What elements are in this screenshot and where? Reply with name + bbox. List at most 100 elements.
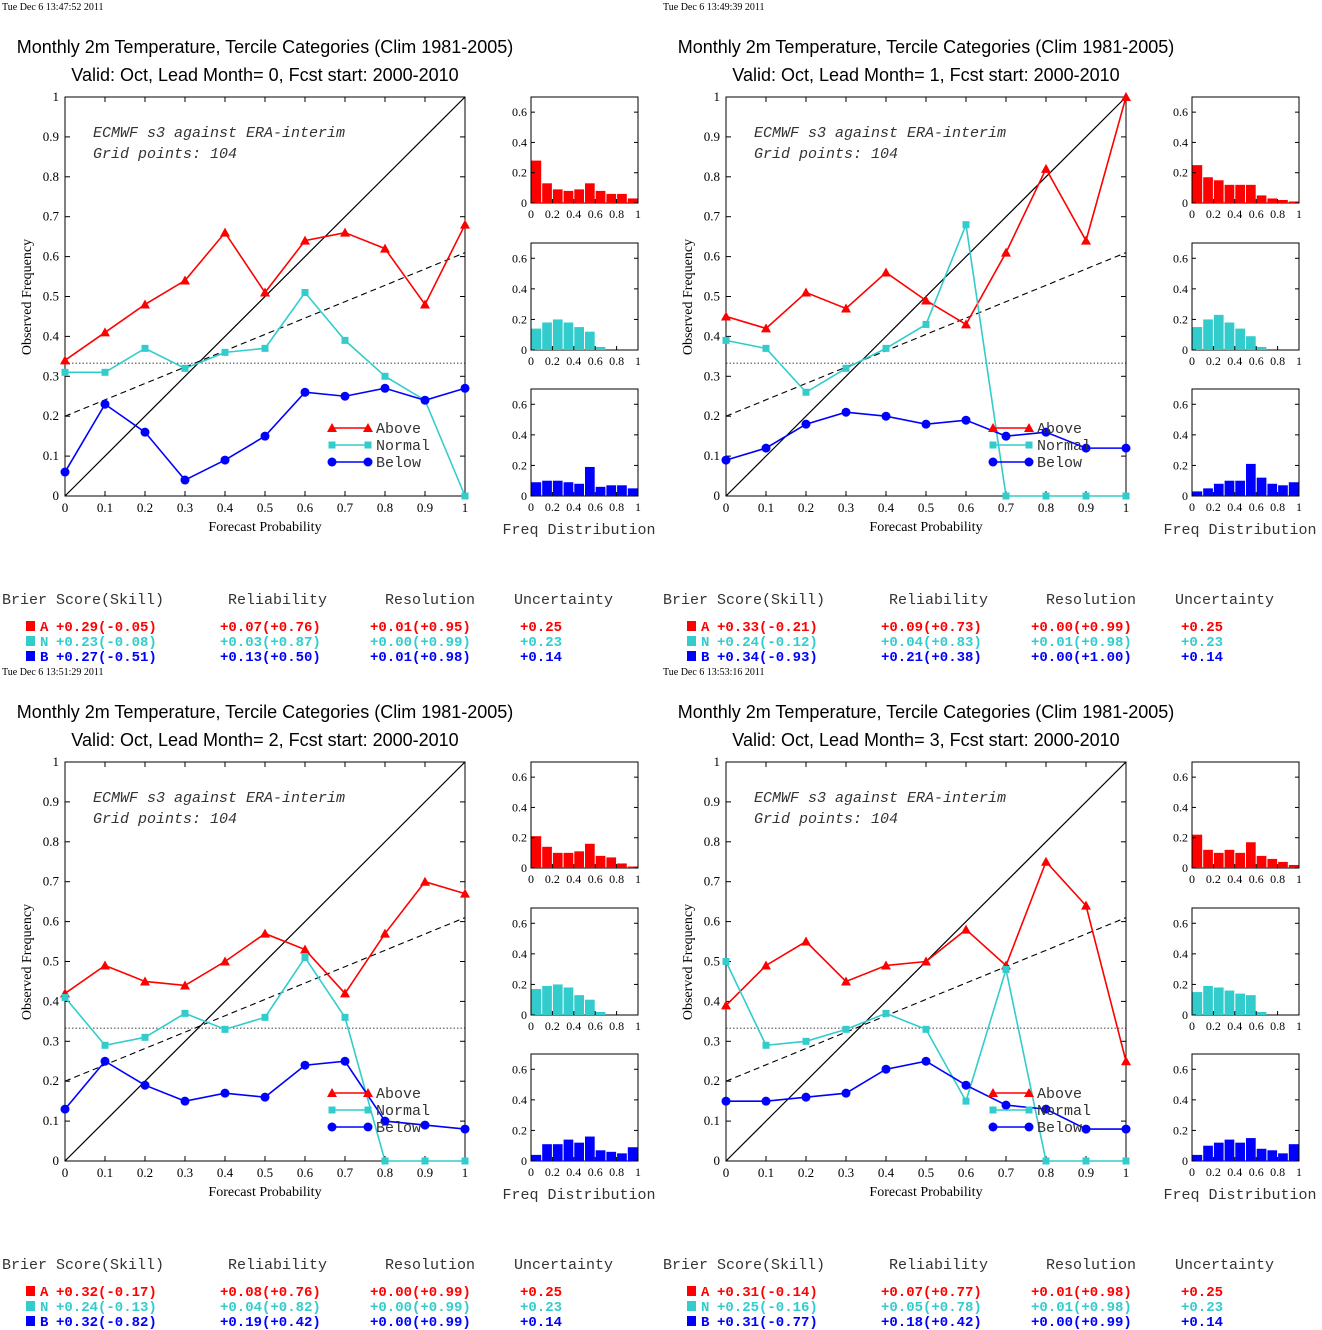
histogram-bar bbox=[627, 1147, 638, 1161]
histogram-bar bbox=[595, 855, 606, 868]
histogram-bar bbox=[1288, 864, 1299, 868]
score-color-swatch bbox=[26, 1301, 35, 1311]
hist-y-tick-label: 0.4 bbox=[1173, 135, 1188, 149]
data-point-below bbox=[1041, 427, 1051, 437]
hist-y-tick-label: 0.6 bbox=[512, 397, 527, 411]
score-reliability: +0.18(+0.42) bbox=[881, 1315, 982, 1330]
histogram-frame bbox=[1191, 907, 1300, 1016]
histogram-bar bbox=[1192, 491, 1203, 496]
x-tick-label: 1 bbox=[462, 1165, 469, 1180]
legend-marker bbox=[327, 457, 337, 467]
hist-x-tick-label: 0 bbox=[528, 872, 534, 886]
data-point-normal bbox=[882, 1009, 890, 1017]
score-uncertainty: +0.23 bbox=[520, 1300, 562, 1316]
histogram-bar bbox=[595, 1150, 606, 1161]
x-tick-label: 0.4 bbox=[878, 1165, 895, 1180]
x-axis-label: Forecast Probability bbox=[869, 1185, 982, 1200]
data-point-below bbox=[340, 1056, 350, 1066]
x-axis-label: Forecast Probability bbox=[208, 520, 321, 535]
histogram-frame bbox=[530, 388, 639, 497]
hist-y-tick-label: 0 bbox=[1182, 489, 1188, 503]
hist-x-tick-label: 0.6 bbox=[588, 500, 603, 514]
hist-y-tick-label: 0.4 bbox=[512, 947, 527, 961]
histogram-bar bbox=[1256, 346, 1267, 350]
data-point-normal bbox=[802, 1037, 810, 1045]
score-category: B bbox=[701, 650, 710, 666]
x-tick-label: 0.3 bbox=[177, 500, 193, 515]
legend-marker bbox=[1025, 441, 1033, 449]
x-tick-label: 0.5 bbox=[918, 500, 934, 515]
hist-x-tick-label: 0.2 bbox=[1206, 872, 1221, 886]
histogram-above: 0 0.2 0.4 0.6 0 0.2 0.4 0.6 0.8 1 bbox=[1173, 96, 1302, 221]
histogram-below: 0 0.2 0.4 0.6 0 0.2 0.4 0.6 0.8 1 bbox=[512, 1053, 641, 1179]
hist-y-tick-label: 0 bbox=[1182, 861, 1188, 875]
histogram-bar bbox=[1235, 328, 1245, 350]
y-tick-label: 0.3 bbox=[704, 1033, 720, 1048]
data-point-below bbox=[801, 1092, 811, 1102]
histogram-above: 0 0.2 0.4 0.6 0 0.2 0.4 0.6 0.8 1 bbox=[512, 761, 641, 886]
hist-y-tick-label: 0 bbox=[521, 1154, 527, 1168]
data-point-below bbox=[1121, 1124, 1131, 1134]
data-point-above bbox=[1041, 163, 1051, 173]
histogram-frame bbox=[530, 761, 639, 869]
timestamp: Tue Dec 6 13:51:29 2011 bbox=[2, 667, 103, 678]
hist-x-tick-label: 0.8 bbox=[609, 207, 624, 221]
data-point-above bbox=[220, 227, 230, 237]
x-tick-label: 0.6 bbox=[297, 1165, 314, 1180]
data-point-normal bbox=[1042, 1157, 1050, 1165]
histogram-bar bbox=[563, 852, 574, 868]
note-gridpoints: Grid points: 104 bbox=[754, 146, 898, 163]
score-uncertainty: +0.14 bbox=[1181, 1315, 1223, 1330]
histogram-bar bbox=[1203, 488, 1213, 496]
histogram-bar bbox=[1246, 842, 1256, 868]
no-skill-line bbox=[725, 252, 1127, 417]
y-tick-label: 1 bbox=[714, 754, 721, 769]
y-axis-label: Observed Frequency bbox=[20, 904, 35, 1020]
data-point-below bbox=[460, 383, 470, 393]
data-point-above bbox=[721, 1000, 731, 1010]
y-tick-label: 1 bbox=[53, 89, 60, 104]
data-point-below bbox=[260, 431, 270, 441]
histogram-bar bbox=[585, 183, 595, 203]
data-point-above bbox=[801, 936, 811, 946]
score-color-swatch bbox=[26, 1286, 35, 1296]
score-header: Reliability bbox=[889, 1257, 988, 1274]
score-brier: +0.33(-0.21) bbox=[717, 620, 818, 636]
legend-label-normal: Normal bbox=[376, 438, 430, 455]
hist-y-tick-label: 0.6 bbox=[512, 251, 527, 265]
data-point-above bbox=[100, 960, 110, 970]
hist-y-tick-label: 0.2 bbox=[512, 166, 527, 180]
y-tick-label: 0.5 bbox=[704, 289, 720, 304]
y-tick-label: 0 bbox=[714, 1153, 721, 1168]
data-point-below bbox=[761, 1096, 771, 1106]
chart-panel-1: Tue Dec 6 13:49:39 2011 Monthly 2m Temper… bbox=[663, 2, 1317, 666]
data-point-above bbox=[1121, 92, 1131, 101]
histogram-below: 0 0.2 0.4 0.6 0 0.2 0.4 0.6 0.8 1 bbox=[1173, 388, 1302, 514]
histogram-frame bbox=[1191, 242, 1300, 351]
histogram-bar bbox=[1213, 314, 1224, 350]
score-header: Resolution bbox=[385, 1257, 475, 1274]
data-point-below bbox=[881, 411, 891, 421]
histogram-bar bbox=[1224, 1139, 1235, 1161]
hist-x-tick-label: 0 bbox=[1189, 872, 1195, 886]
x-tick-label: 0.8 bbox=[1038, 1165, 1054, 1180]
data-point-normal bbox=[1002, 492, 1010, 500]
data-point-below bbox=[220, 1088, 230, 1098]
data-point-below bbox=[180, 1096, 190, 1106]
hist-x-tick-label: 0.2 bbox=[545, 1165, 560, 1179]
y-tick-label: 0.1 bbox=[43, 1113, 59, 1128]
x-tick-label: 0.9 bbox=[1078, 500, 1094, 515]
data-point-normal bbox=[1082, 492, 1090, 500]
score-header: Resolution bbox=[385, 592, 475, 609]
y-tick-label: 0.9 bbox=[43, 794, 59, 809]
score-brier: +0.25(-0.16) bbox=[717, 1300, 818, 1316]
hist-x-tick-label: 0 bbox=[1189, 207, 1195, 221]
hist-x-tick-label: 0.2 bbox=[1206, 354, 1221, 368]
legend-marker bbox=[1024, 457, 1034, 467]
x-tick-label: 0.9 bbox=[417, 1165, 433, 1180]
hist-y-tick-label: 0.2 bbox=[1173, 312, 1188, 326]
data-point-above bbox=[881, 960, 891, 970]
score-color-swatch bbox=[687, 636, 696, 646]
data-point-above bbox=[841, 303, 851, 313]
hist-y-tick-label: 0.2 bbox=[1173, 977, 1188, 991]
